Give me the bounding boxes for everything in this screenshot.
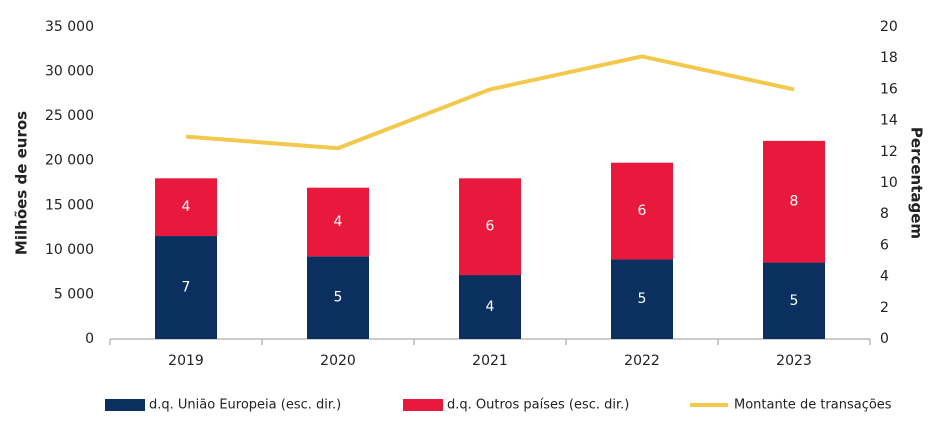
value-label: 6 [486,219,495,235]
y2-tick-label: 12 [880,144,898,160]
value-label: 8 [790,194,799,210]
y-tick-label: 30 000 [45,64,94,80]
legend-swatch [403,399,443,411]
y2-tick-label: 2 [880,300,889,316]
x-tick-label: 2020 [320,353,356,369]
bar [155,236,217,339]
legend-label: Montante de transações [734,398,892,413]
y2-tick-label: 14 [880,113,898,129]
y2-tick-label: 8 [880,206,889,222]
value-label: 4 [182,199,191,215]
bar [611,162,673,260]
line [185,54,795,151]
x-tick-label: 2022 [624,353,660,369]
bar [459,178,521,276]
y2-tick-label: 6 [880,237,889,253]
y-axis-title: Milhões de euros [13,111,31,255]
y2-tick-label: 16 [880,81,898,97]
y2-axis-title: Percentagem [908,127,926,239]
value-label: 5 [638,291,647,307]
x-tick-label: 2019 [168,353,204,369]
bar [307,256,369,339]
legend-label: d.q. Outros países (esc. dir.) [447,398,629,413]
bar [611,259,673,339]
y-tick-label: 20 000 [45,153,94,169]
y-tick-label: 10 000 [45,242,94,258]
y-tick-label: 5 000 [54,286,94,302]
bar [459,275,521,339]
bar [763,262,825,339]
value-label: 5 [334,290,343,306]
y2-tick-label: 18 [880,50,898,66]
y-tick-label: 35 000 [45,19,94,35]
y2-tick-label: 20 [880,19,898,35]
value-label: 4 [334,214,343,230]
bar [155,178,217,237]
legend-label: d.q. União Europeia (esc. dir.) [149,398,341,413]
bar [307,187,369,257]
value-label: 4 [486,299,495,315]
x-tick-label: 2023 [776,353,812,369]
legend-swatch [105,399,145,411]
y-tick-label: 25 000 [45,108,94,124]
value-label: 5 [790,293,799,309]
x-tick-label: 2021 [472,353,508,369]
value-label: 7 [182,280,191,296]
value-label: 6 [638,203,647,219]
y2-tick-label: 4 [880,269,889,285]
y-tick-label: 15 000 [45,197,94,213]
bar [763,140,825,263]
y2-tick-label: 10 [880,175,898,191]
y-tick-label: 0 [85,331,94,347]
y2-tick-label: 0 [880,331,889,347]
